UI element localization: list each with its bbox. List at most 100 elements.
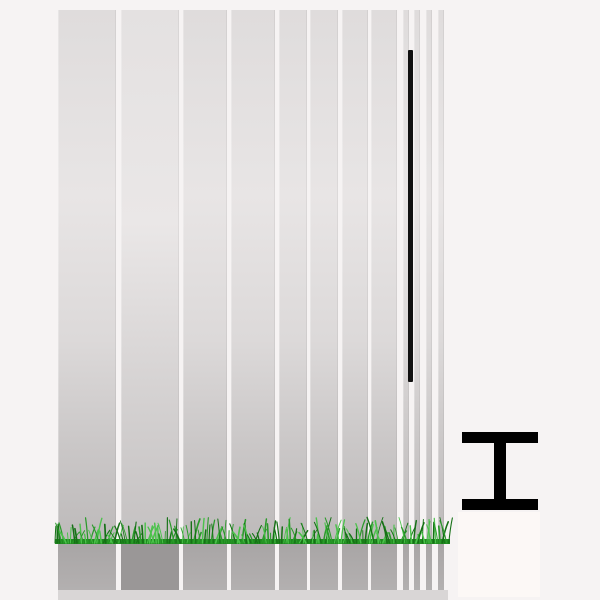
grass-blade <box>231 531 241 544</box>
grass-blade <box>417 533 421 544</box>
grass-blade <box>276 521 281 544</box>
grass-blade <box>206 517 209 544</box>
grass-blade <box>402 522 409 544</box>
grass-blade <box>203 529 207 544</box>
grass-blade <box>344 531 351 544</box>
grass-blade <box>230 524 234 544</box>
grass-blade <box>194 520 197 544</box>
blind-panel-base <box>438 542 444 590</box>
grass-blade <box>288 518 292 544</box>
floor-strip <box>58 590 448 600</box>
grass-blade <box>185 524 190 544</box>
grass-blade <box>180 527 186 544</box>
grass-blade <box>273 527 278 544</box>
grass-blade <box>441 521 450 544</box>
grass-blade <box>381 522 391 544</box>
grass-blade <box>192 518 201 544</box>
grass-blade <box>168 519 175 544</box>
grass-blade <box>409 525 413 544</box>
blind-panel-base <box>231 542 275 590</box>
grass-blade <box>366 521 374 544</box>
grass-blade <box>135 533 143 544</box>
grass-blade <box>316 533 319 544</box>
grass-blade <box>357 519 366 544</box>
grass-blade <box>439 520 448 544</box>
grass-blade <box>248 533 254 544</box>
grass-blade <box>325 527 331 544</box>
grass-blade <box>79 532 85 544</box>
blind-panel-base <box>183 542 227 590</box>
grass-blade <box>74 527 78 544</box>
grass-blade <box>106 533 113 544</box>
grass-blade <box>421 519 424 544</box>
grass-blade <box>214 527 223 544</box>
blind-panel <box>279 10 307 590</box>
grass-blade <box>290 527 298 544</box>
grass-blade <box>433 523 439 544</box>
blind-panel <box>371 10 397 590</box>
grass-blade <box>58 522 65 544</box>
i-beam-icon <box>462 432 538 510</box>
grass-blade <box>348 533 355 544</box>
grass-blade <box>54 525 57 544</box>
grass-blade <box>399 530 408 544</box>
blind-panel-base <box>426 542 432 590</box>
blind-panel-base <box>414 542 420 590</box>
grass-blade <box>313 521 322 544</box>
grass-blade <box>448 517 453 544</box>
grass-blade <box>211 523 214 544</box>
grass-blade <box>388 532 393 544</box>
blind-panel-base <box>121 542 179 590</box>
grass-blade <box>109 531 118 544</box>
grass-blade <box>133 521 137 544</box>
grass-blade <box>138 526 142 544</box>
grass-blade <box>251 532 258 544</box>
grass-blade <box>223 519 227 544</box>
blind-panel <box>58 10 116 590</box>
grass-blade <box>345 528 353 544</box>
grass-blade <box>84 517 89 544</box>
grass-blade <box>325 517 332 544</box>
grass-blade <box>262 526 267 544</box>
grass-blade <box>98 530 102 544</box>
grass-blade <box>88 529 93 544</box>
grass-blade <box>91 524 100 544</box>
blind-panel <box>231 10 275 590</box>
grass-blade <box>241 518 247 544</box>
blind-wand-rod[interactable] <box>408 50 413 382</box>
grass-blade <box>71 524 76 544</box>
grass-blade <box>157 522 164 544</box>
blind-panel <box>426 10 432 590</box>
grass-blade <box>153 522 157 544</box>
blind-panel-base <box>342 542 368 590</box>
grass-blade <box>217 518 221 544</box>
grass-blade <box>246 534 252 544</box>
grass-blade <box>66 532 69 544</box>
blind-panel <box>121 10 179 590</box>
grass-blade <box>127 525 131 544</box>
grass-blade <box>58 530 67 544</box>
grass-blade <box>368 523 374 544</box>
grass-blade <box>272 520 277 544</box>
grass-blade <box>344 526 346 544</box>
grass-blade <box>175 518 178 544</box>
grass-blade <box>324 522 329 544</box>
grass-blade <box>254 524 262 544</box>
grass-blade <box>242 523 250 544</box>
blind-panel <box>183 10 227 590</box>
grass-blade <box>433 517 437 544</box>
grass-blade <box>311 530 314 544</box>
grass-blade <box>376 532 382 544</box>
grass-blade <box>121 523 129 544</box>
grass-blade <box>79 523 83 544</box>
grass-blade <box>366 516 375 544</box>
grass-blade <box>432 521 435 544</box>
grass-blade <box>394 527 399 544</box>
grass-blade <box>96 517 103 544</box>
blind-panel-base <box>371 542 397 590</box>
grass-blade <box>197 529 201 544</box>
grass-blade <box>294 528 298 544</box>
blind-panel-base <box>58 542 116 590</box>
grass-blade <box>147 526 155 544</box>
grass-blade <box>157 533 162 544</box>
